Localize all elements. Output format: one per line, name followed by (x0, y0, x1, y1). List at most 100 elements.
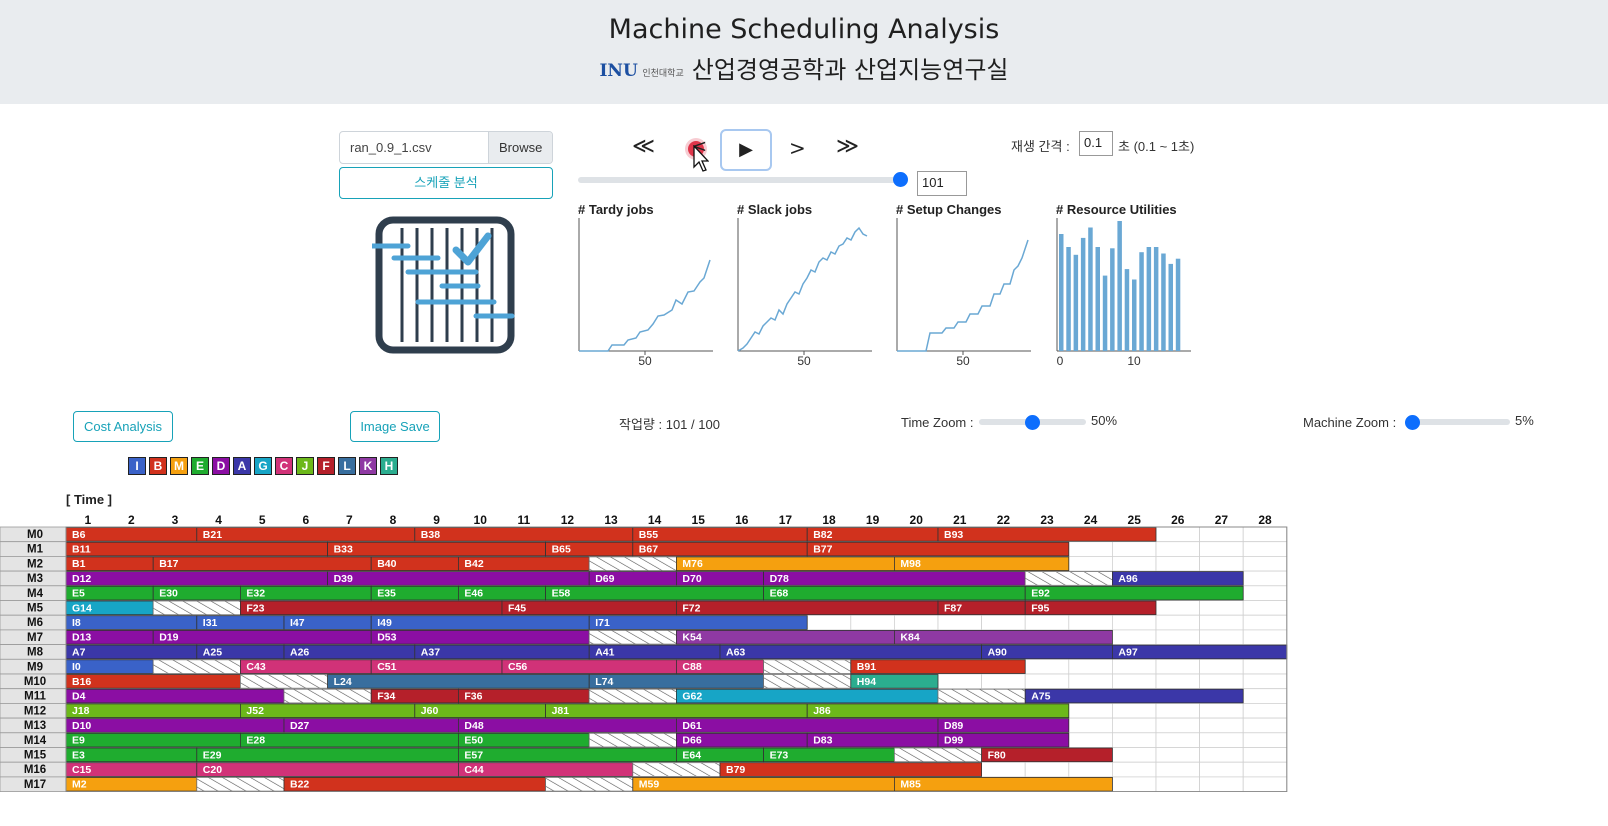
play-button[interactable]: ▶ (720, 129, 772, 171)
job-bar[interactable] (65, 527, 198, 542)
job-bar[interactable] (65, 747, 198, 763)
job-bar[interactable] (457, 718, 677, 733)
job-bar[interactable] (763, 571, 1026, 586)
job-bar[interactable] (1024, 688, 1244, 704)
job-bar[interactable] (894, 556, 1070, 572)
job-bar[interactable] (937, 732, 1070, 748)
machine-label: M2 (27, 558, 43, 570)
job-label: A97 (1118, 646, 1137, 658)
job-bar[interactable] (894, 776, 1113, 792)
svg-text:10: 10 (1127, 354, 1141, 368)
job-bar[interactable] (196, 747, 459, 763)
first-step-button[interactable]: ≪ (632, 134, 656, 159)
job-bar[interactable] (152, 556, 372, 572)
job-bar[interactable] (239, 703, 416, 718)
job-bar[interactable] (676, 556, 895, 572)
setup-block (588, 732, 677, 748)
job-bar[interactable] (937, 527, 1157, 542)
step-slider[interactable] (578, 177, 908, 183)
job-bar[interactable] (1112, 571, 1244, 586)
job-bar[interactable] (457, 747, 677, 763)
job-bar[interactable] (65, 541, 329, 557)
job-label: A26 (290, 646, 309, 658)
job-bar[interactable] (65, 718, 285, 733)
job-label: B42 (464, 558, 483, 570)
job-bar[interactable] (850, 659, 1026, 674)
job-bar[interactable] (676, 600, 939, 616)
job-label: C51 (377, 661, 396, 673)
job-bar[interactable] (676, 688, 939, 704)
time-tick-label: 24 (1084, 513, 1098, 527)
job-bar[interactable] (894, 630, 1113, 645)
job-bar[interactable] (65, 615, 198, 630)
job-bar[interactable] (239, 732, 459, 748)
job-bar[interactable] (457, 762, 634, 777)
setup-block (763, 659, 852, 674)
job-bar[interactable] (414, 527, 634, 542)
job-bar[interactable] (65, 688, 285, 704)
job-bar[interactable] (632, 541, 808, 557)
job-bar[interactable] (327, 674, 590, 689)
time-zoom-thumb[interactable] (1025, 415, 1040, 430)
job-bar[interactable] (676, 630, 895, 645)
interval-input[interactable]: 0.1 (1079, 131, 1113, 156)
machine-zoom-slider[interactable] (1405, 419, 1510, 425)
job-bar[interactable] (152, 630, 372, 645)
analyze-schedule-button[interactable]: 스케줄 분석 (339, 167, 553, 199)
job-bar[interactable] (196, 527, 416, 542)
setup-block (588, 556, 677, 572)
job-bar[interactable] (588, 615, 808, 630)
job-bar[interactable] (676, 718, 939, 733)
file-input[interactable]: ran_0.9_1.csv Browse (339, 131, 553, 164)
machine-zoom-thumb[interactable] (1405, 415, 1420, 430)
job-bar[interactable] (327, 541, 547, 557)
job-bar[interactable] (327, 571, 590, 586)
job-bar[interactable] (501, 600, 677, 616)
job-bar[interactable] (719, 762, 983, 777)
utilization-bar (1139, 252, 1144, 351)
job-bar[interactable] (1024, 585, 1244, 601)
job-bar[interactable] (588, 674, 765, 689)
step-slider-thumb[interactable] (893, 172, 908, 187)
machine-label: M16 (24, 764, 46, 776)
job-bar[interactable] (937, 718, 1070, 733)
job-bar[interactable] (283, 776, 547, 792)
utilization-bar (1088, 227, 1093, 351)
next-step-button[interactable]: > (789, 136, 806, 160)
job-bar[interactable] (1024, 600, 1157, 616)
time-tick-label: 1 (84, 513, 91, 527)
job-bar[interactable] (501, 659, 677, 674)
job-bar[interactable] (632, 776, 895, 792)
job-bar[interactable] (239, 600, 503, 616)
job-bar[interactable] (283, 718, 459, 733)
page-subtitle: INU 인천대학교 산업경영공학과 산업지능연구실 (0, 50, 1608, 85)
job-bar[interactable] (370, 630, 590, 645)
job-bar[interactable] (545, 585, 764, 601)
job-bar[interactable] (65, 644, 198, 660)
job-bar[interactable] (806, 541, 1070, 557)
job-label: D89 (944, 720, 963, 732)
job-bar[interactable] (196, 762, 459, 777)
step-input[interactable]: 101 (917, 171, 967, 196)
job-bar[interactable] (414, 644, 590, 660)
job-bar[interactable] (981, 747, 1113, 763)
last-step-button[interactable]: ≫ (836, 134, 860, 159)
job-bar[interactable] (65, 571, 329, 586)
job-bar[interactable] (65, 703, 241, 718)
job-bar[interactable] (65, 732, 241, 748)
job-bar[interactable] (806, 703, 1070, 718)
job-bar[interactable] (632, 527, 808, 542)
image-save-button[interactable]: Image Save (350, 411, 440, 442)
job-bar[interactable] (545, 703, 808, 718)
machine-label: M5 (27, 603, 44, 615)
cost-analysis-button[interactable]: Cost Analysis (73, 411, 173, 442)
job-bar[interactable] (65, 674, 241, 689)
job-bar[interactable] (719, 644, 983, 660)
job-bar[interactable] (763, 585, 1026, 601)
job-label: B17 (159, 558, 178, 570)
browse-button[interactable]: Browse (488, 132, 552, 163)
legend-item: L (338, 457, 356, 475)
job-bar[interactable] (1112, 644, 1288, 660)
job-bar[interactable] (850, 674, 939, 689)
job-bar[interactable] (370, 615, 590, 630)
